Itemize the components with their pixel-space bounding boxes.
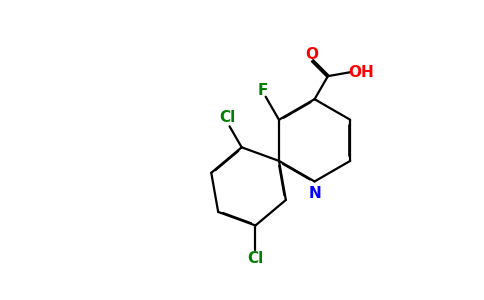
Text: Cl: Cl <box>219 110 235 125</box>
Text: Cl: Cl <box>247 251 264 266</box>
Text: F: F <box>258 83 269 98</box>
Text: N: N <box>308 186 321 201</box>
Text: O: O <box>305 47 318 62</box>
Text: OH: OH <box>348 64 374 80</box>
